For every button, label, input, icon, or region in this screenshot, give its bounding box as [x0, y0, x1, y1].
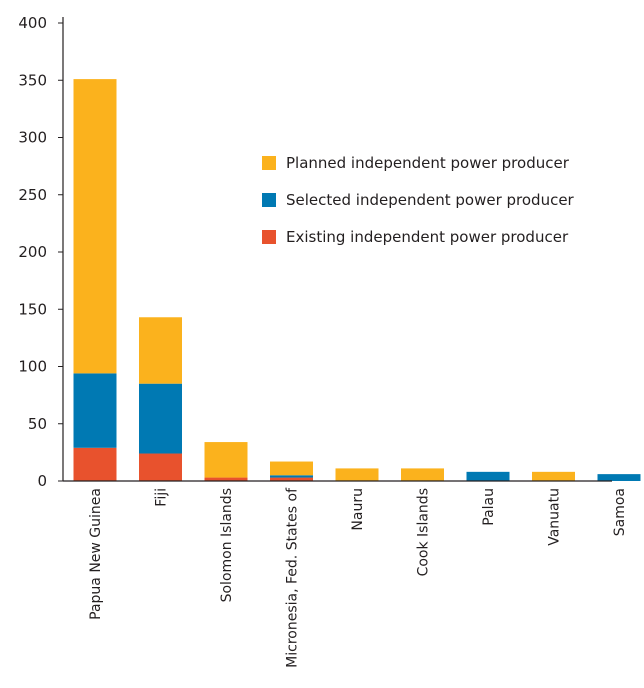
y-tick-label: 250: [18, 186, 47, 204]
y-tick-label: 100: [18, 358, 47, 376]
x-category-label: Papua New Guinea: [88, 488, 104, 620]
x-category-label: Cook Islands: [416, 488, 432, 576]
y-tick-label: 0: [37, 472, 47, 490]
x-category-label: Vanuatu: [547, 488, 563, 546]
y-tick-label: 400: [18, 14, 47, 32]
legend-swatch: [262, 193, 276, 207]
bar-papua-new-guinea-existing: [73, 447, 117, 481]
legend-swatch: [262, 156, 276, 170]
bar-fiji-selected: [139, 383, 182, 454]
legend-label: Planned independent power producer: [286, 154, 570, 172]
bar-papua-new-guinea-planned: [73, 79, 117, 374]
legend-swatch: [262, 230, 276, 244]
bar-nauru-planned: [335, 468, 379, 481]
x-category-label: Solomon Islands: [219, 488, 235, 602]
bar-micronesia-fed-states-of-selected: [270, 475, 313, 478]
legend-label: Selected independent power producer: [286, 191, 575, 209]
bar-fiji-existing: [139, 453, 182, 481]
y-tick-label: 350: [18, 71, 47, 89]
bar-vanuatu-planned: [532, 471, 575, 481]
y-tick-label: 50: [28, 415, 47, 433]
legend: Planned independent power producer Select…: [262, 154, 575, 246]
y-tick-label: 150: [18, 300, 47, 318]
x-category-label: Samoa: [612, 488, 628, 536]
x-axis-category-labels: Papua New Guinea Fiji Solomon Islands Micro…: [88, 487, 628, 668]
bar-samoa-selected: [597, 474, 641, 481]
bar-solomon-islands-existing: [204, 477, 248, 481]
y-tick-label: 300: [18, 129, 47, 147]
x-category-label: Palau: [481, 488, 497, 526]
bar-solomon-islands-planned: [204, 442, 248, 478]
y-tick-label: 200: [18, 243, 47, 261]
x-category-label: Nauru: [350, 488, 366, 531]
x-category-label: Fiji: [154, 488, 170, 507]
bar-micronesia-fed-states-of-existing: [270, 477, 313, 481]
bars-group: [73, 79, 641, 481]
legend-label: Existing independent power producer: [286, 228, 569, 246]
x-category-label: Micronesia, Fed. States of: [285, 487, 301, 668]
bar-papua-new-guinea-selected: [73, 373, 117, 448]
bar-palau-selected: [466, 471, 510, 481]
bar-fiji-planned: [139, 317, 182, 384]
y-axis-ticks: 0 50 100 150 200 250 300 350 400: [18, 14, 63, 490]
bar-cook-islands-planned: [401, 468, 444, 481]
bar-micronesia-fed-states-of-planned: [270, 461, 313, 476]
